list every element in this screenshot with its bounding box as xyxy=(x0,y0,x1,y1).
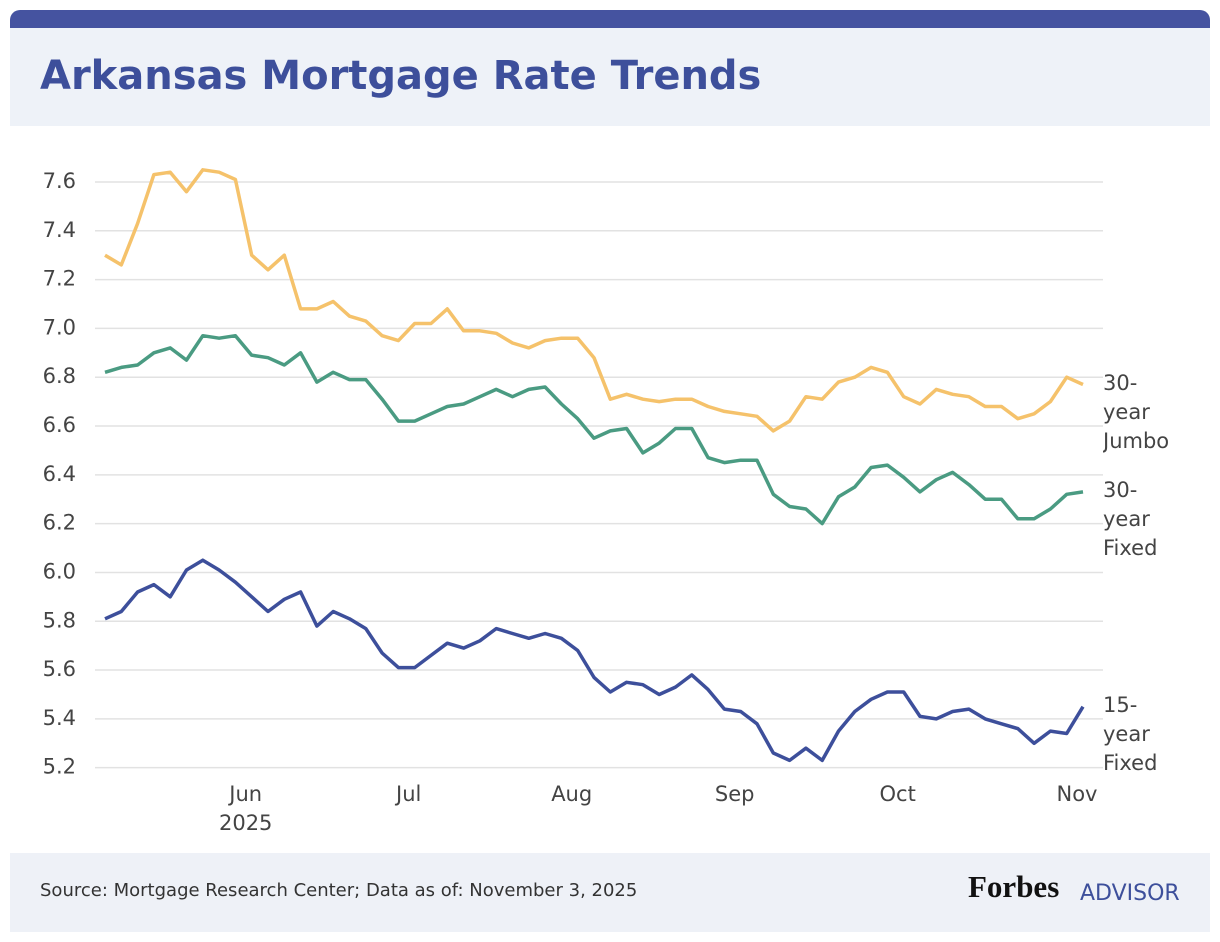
y-tick-label: 7.6 xyxy=(43,169,76,193)
series-line xyxy=(104,333,1084,526)
legend-label: 30-year Fixed xyxy=(1103,477,1158,560)
year-label: 2025 xyxy=(219,811,272,835)
source-note: Source: Mortgage Research Center; Data a… xyxy=(40,880,637,901)
series-line xyxy=(104,558,1085,763)
y-tick-label: 5.6 xyxy=(43,657,76,681)
y-tick-label: 7.2 xyxy=(43,267,76,291)
x-tick-label: Oct xyxy=(880,782,916,806)
y-tick-label: 6.6 xyxy=(43,413,76,437)
x-tick-label: Jun xyxy=(227,782,262,806)
chart-title: Arkansas Mortgage Rate Trends xyxy=(40,53,761,99)
x-tick-label: Aug xyxy=(551,782,592,806)
footer-bg xyxy=(10,853,1210,932)
x-tick-label: Sep xyxy=(715,782,755,806)
y-tick-label: 7.0 xyxy=(43,315,76,339)
x-tick-label: Jul xyxy=(394,782,421,806)
header-bg xyxy=(10,28,1210,126)
series-label-box: 30-year Fixed xyxy=(1103,477,1158,560)
y-tick-label: 7.4 xyxy=(43,218,76,242)
y-tick-label: 5.8 xyxy=(43,608,76,632)
y-tick-label: 6.4 xyxy=(43,462,76,486)
series-label-box: 30-year Jumbo xyxy=(1103,370,1170,453)
logo-suffix: ADVISOR xyxy=(1080,881,1180,906)
x-tick-label: Nov xyxy=(1057,782,1098,806)
y-tick-label: 5.4 xyxy=(43,706,76,730)
y-tick-label: 6.0 xyxy=(43,559,76,583)
legend-label: 15-year Fixed xyxy=(1103,692,1158,775)
series-label-box: 15-year Fixed xyxy=(1103,692,1158,775)
y-tick-label: 5.2 xyxy=(43,755,76,779)
legend-label: 30-year Jumbo xyxy=(1103,370,1170,453)
y-tick-label: 6.8 xyxy=(43,364,76,388)
logo-brand: Forbes xyxy=(968,869,1059,904)
series-line xyxy=(104,168,1084,433)
y-tick-label: 6.2 xyxy=(43,511,76,535)
